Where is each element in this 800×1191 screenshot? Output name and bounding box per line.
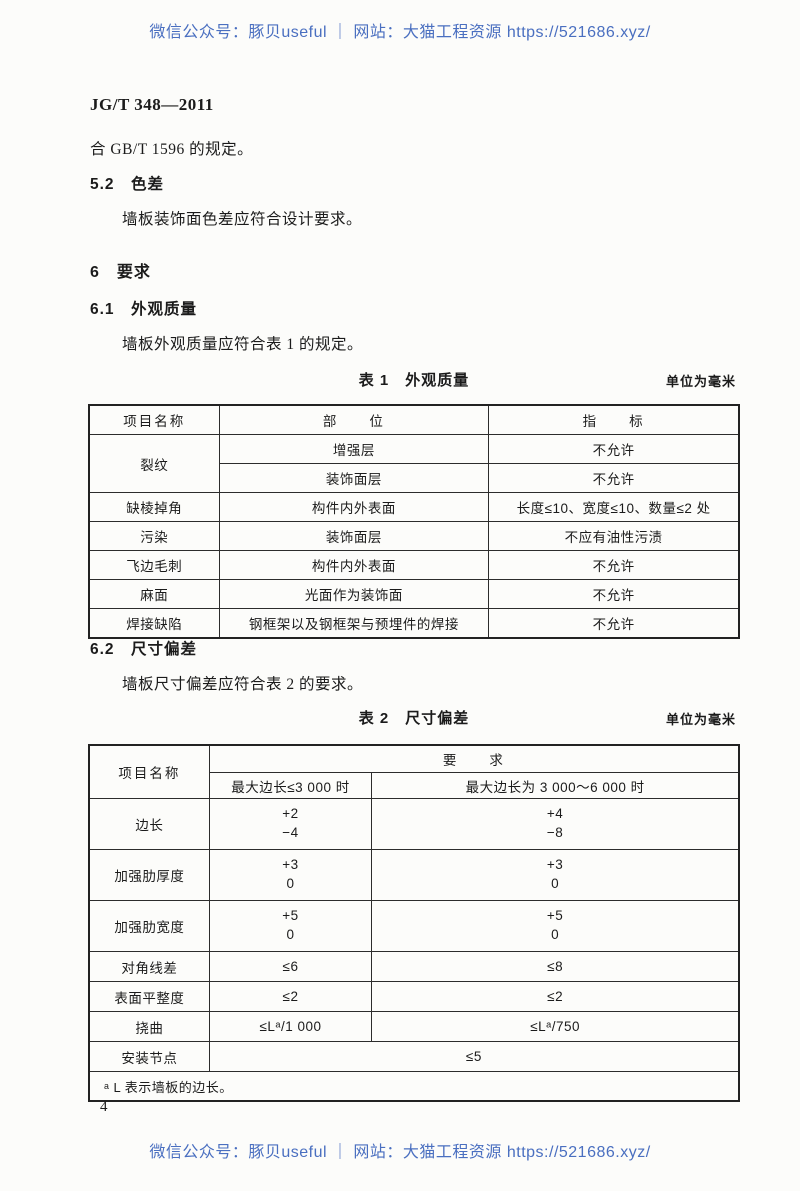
- table2-cell-value: ≤Lᵃ/750: [371, 1011, 740, 1042]
- table1-cell-part: 增强层: [218, 434, 490, 464]
- table2-cell-value: +3 0: [208, 849, 373, 901]
- table-row: 装饰面层 不允许: [89, 463, 740, 493]
- table1-cell-item: 焊接缺陷: [88, 608, 220, 639]
- table2-cell-value: +3 0: [371, 849, 740, 901]
- table1-cell-index: 不允许: [488, 608, 740, 639]
- table1-cell-part: 钢框架以及钢框架与预埋件的焊接: [218, 608, 490, 639]
- table1-caption-row: 表 1 外观质量 单位为毫米: [88, 369, 740, 391]
- table1-cell-index: 不允许: [488, 463, 740, 493]
- table-row: 挠曲 ≤Lᵃ/1 000 ≤Lᵃ/750: [88, 1011, 740, 1042]
- table-row: 麻面 光面作为装饰面 不允许: [88, 579, 740, 609]
- table-row: 污染 装饰面层 不应有油性污渍: [88, 521, 740, 551]
- table1-cell-index: 不应有油性污渍: [488, 521, 740, 551]
- paragraph-6-2: 墙板尺寸偏差应符合表 2 的要求。: [122, 676, 364, 693]
- table1-header-item: 项目名称: [88, 404, 220, 435]
- table2-cell-value: ≤Lᵃ/1 000: [208, 1011, 373, 1042]
- footer-watermark: 微信公众号：豚贝useful ｜ 网站：大猫工程资源 https://52168…: [149, 1144, 651, 1161]
- table1-cell-index: 不允许: [488, 434, 740, 464]
- table2-header-requirement: 要 求: [208, 744, 740, 773]
- table1-cell-item: 麻面: [88, 579, 220, 609]
- paragraph-5-2: 墙板装饰面色差应符合设计要求。: [122, 211, 363, 228]
- table-row: 焊接缺陷 钢框架以及钢框架与预埋件的焊接 不允许: [88, 608, 740, 639]
- table2-caption-row: 表 2 尺寸偏差 单位为毫米: [88, 707, 740, 729]
- table-row: 缺棱掉角 构件内外表面 长度≤10、宽度≤10、数量≤2 处: [88, 492, 740, 522]
- paragraph-6-1: 墙板外观质量应符合表 1 的规定。: [122, 336, 364, 353]
- table-row: 加强肋宽度 +5 0 +5 0: [88, 900, 740, 952]
- table2-cell-item: 加强肋宽度: [88, 900, 210, 952]
- table2-cell-value: +4 −8: [371, 798, 740, 850]
- table2-cell-item: 挠曲: [88, 1011, 210, 1042]
- table-row: 飞边毛刺 构件内外表面 不允许: [88, 550, 740, 580]
- table2-cell-item: 表面平整度: [88, 981, 210, 1012]
- table1-cell-part: 装饰面层: [218, 463, 490, 493]
- table2-cell-item: 对角线差: [88, 951, 210, 982]
- table1-cell-part: 装饰面层: [218, 521, 490, 551]
- table-row: 最大边长≤3 000 时 最大边长为 3 000～6 000 时: [89, 772, 740, 799]
- table2-caption: 表 2 尺寸偏差: [358, 710, 470, 727]
- table-row: 加强肋厚度 +3 0 +3 0: [88, 849, 740, 901]
- table1-cell-index: 长度≤10、宽度≤10、数量≤2 处: [488, 492, 740, 522]
- table2-cell-value-span: ≤5: [208, 1041, 740, 1072]
- table1-cell-item: 裂纹: [88, 434, 220, 493]
- table1-header-index: 指 标: [488, 404, 740, 435]
- table2-cell-value: +2 −4: [208, 798, 373, 850]
- paragraph-intro: 合 GB/T 1596 的规定。: [90, 141, 254, 158]
- table1-cell-part: 构件内外表面: [218, 492, 490, 522]
- table2-cell-value: ≤2: [371, 981, 740, 1012]
- table2-header-col2: 最大边长为 3 000～6 000 时: [371, 772, 740, 799]
- table2-header-col1: 最大边长≤3 000 时: [208, 772, 373, 799]
- table-row: ᵃ L 表示墙板的边长。: [88, 1071, 740, 1102]
- header-watermark: 微信公众号：豚贝useful ｜ 网站：大猫工程资源 https://52168…: [149, 24, 651, 41]
- standard-code: JG/T 348—2011: [90, 95, 214, 114]
- table2-unit-note: 单位为毫米: [665, 712, 736, 727]
- table1-cell-item: 缺棱掉角: [88, 492, 220, 522]
- heading-6: 6 要求: [90, 264, 151, 281]
- table1-cell-part: 光面作为装饰面: [218, 579, 490, 609]
- table-row: 项目名称 要 求: [88, 744, 740, 799]
- table1-cell-index: 不允许: [488, 579, 740, 609]
- table-appearance-quality: 项目名称 部 位 指 标 裂纹 增强层 不允许 装饰面层 不允许 缺棱掉角 构件…: [88, 404, 740, 639]
- table2-cell-value: ≤6: [208, 951, 373, 982]
- table-dimension-deviation: 项目名称 要 求 最大边长≤3 000 时 最大边长为 3 000～6 000 …: [88, 744, 740, 1102]
- table1-cell-item: 污染: [88, 521, 220, 551]
- heading-6-2: 6.2 尺寸偏差: [90, 641, 198, 658]
- table1-cell-index: 不允许: [488, 550, 740, 580]
- heading-6-1: 6.1 外观质量: [90, 301, 198, 318]
- table2-header-item: 项目名称: [88, 744, 210, 799]
- table1-header-part: 部 位: [218, 404, 490, 435]
- table2-cell-value: ≤8: [371, 951, 740, 982]
- table2-cell-item: 安装节点: [88, 1041, 210, 1072]
- table-row: 表面平整度 ≤2 ≤2: [88, 981, 740, 1012]
- table1-cell-part: 构件内外表面: [218, 550, 490, 580]
- table-row: 安装节点 ≤5: [88, 1041, 740, 1072]
- page-number: 4: [100, 1099, 108, 1115]
- table-row: 边长 +2 −4 +4 −8: [88, 798, 740, 850]
- table2-cell-value: +5 0: [371, 900, 740, 952]
- table1-caption: 表 1 外观质量: [358, 372, 470, 389]
- table2-cell-item: 加强肋厚度: [88, 849, 210, 901]
- heading-5-2: 5.2 色差: [90, 176, 165, 193]
- table-row: 项目名称 部 位 指 标: [88, 404, 740, 435]
- table2-footnote: ᵃ L 表示墙板的边长。: [88, 1071, 740, 1102]
- table2-cell-value: ≤2: [208, 981, 373, 1012]
- table1-unit-note: 单位为毫米: [665, 374, 736, 389]
- table2-cell-value: +5 0: [208, 900, 373, 952]
- table-row: 裂纹 增强层 不允许: [88, 434, 740, 493]
- table1-cell-item: 飞边毛刺: [88, 550, 220, 580]
- table2-cell-item: 边长: [88, 798, 210, 850]
- table-row: 对角线差 ≤6 ≤8: [88, 951, 740, 982]
